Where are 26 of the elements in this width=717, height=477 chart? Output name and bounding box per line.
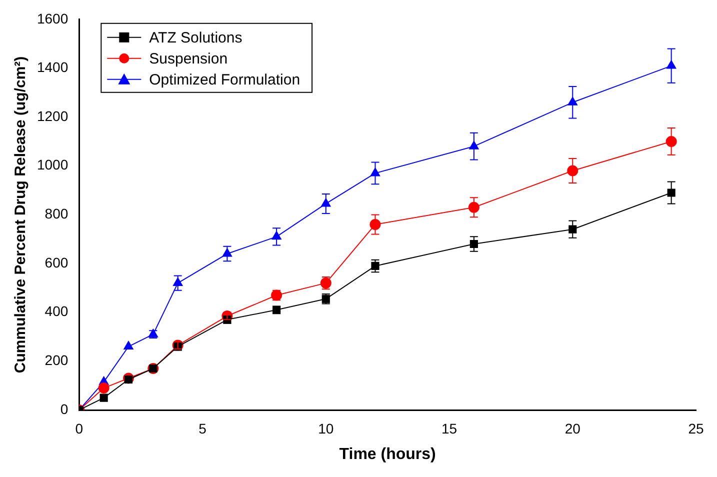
y-tick-label: 800 [44, 206, 68, 222]
y-axis-title: Cummulative Percent Drug Release (ug/cm²) [12, 56, 30, 374]
y-tick-label: 0 [60, 400, 68, 417]
y-tick-label: 1200 [36, 108, 68, 124]
point [222, 248, 232, 257]
legend-label: Suspension [149, 50, 228, 68]
point [100, 394, 108, 402]
x-tick-label: 0 [75, 420, 84, 436]
x-tick-label: 5 [198, 420, 207, 436]
legend-label: Optimized Formulation [149, 72, 300, 89]
y-tick-label: 1600 [36, 10, 68, 26]
y-tick-label: 200 [44, 352, 68, 368]
point [667, 188, 676, 197]
y-tick-label: 400 [44, 303, 68, 320]
x-tick-label: 25 [688, 420, 704, 436]
point [98, 382, 110, 394]
y-tick-label: 1400 [36, 59, 68, 76]
x-tick-label: 15 [441, 420, 458, 436]
x-tick-label: 10 [318, 420, 334, 436]
x-tick-label: 20 [564, 420, 581, 436]
legend-label: ATZ Solutions [149, 30, 242, 47]
y-tick-label: 1000 [36, 156, 68, 173]
point [124, 375, 133, 384]
point [124, 341, 134, 350]
x-axis-title: Time (hours) [339, 446, 436, 463]
y-tick-label: 600 [44, 254, 68, 270]
